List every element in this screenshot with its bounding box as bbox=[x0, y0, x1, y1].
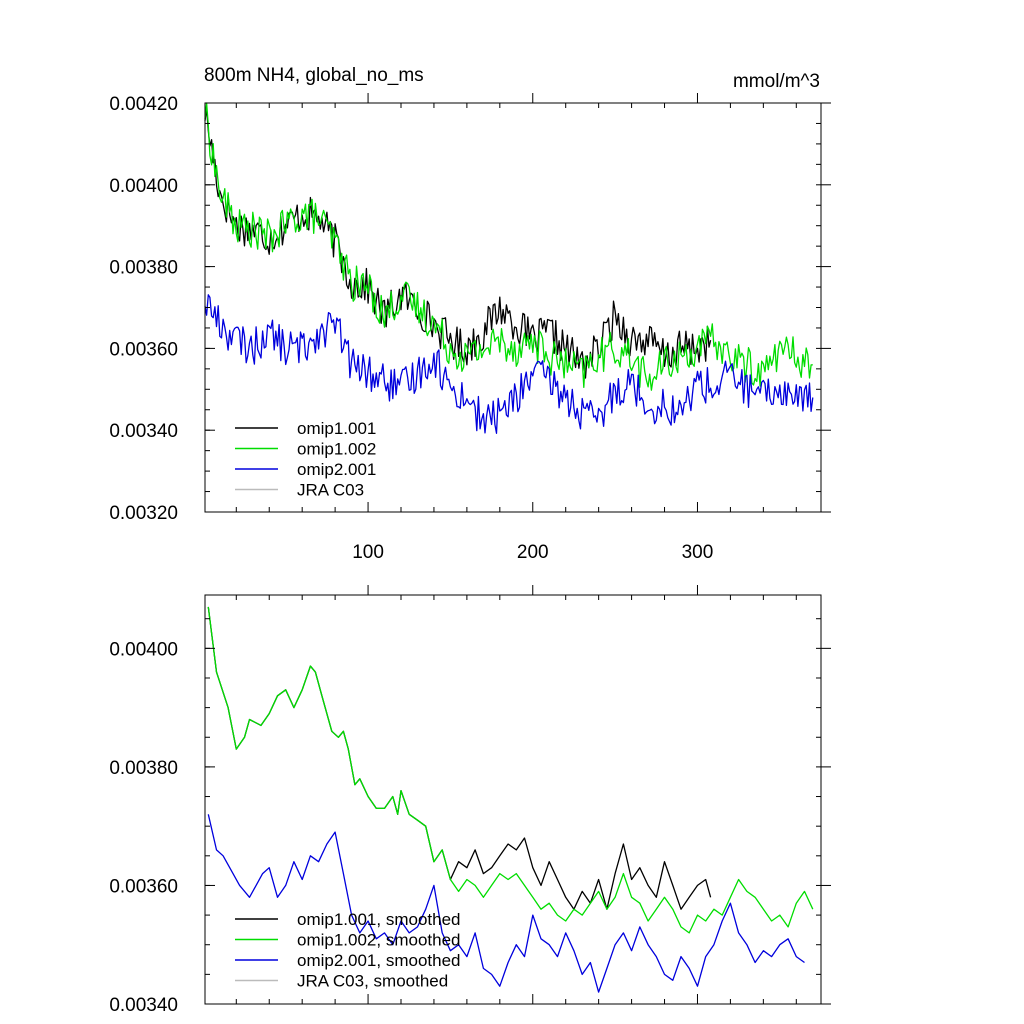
y-tick-label: 0.00340 bbox=[109, 995, 178, 1016]
top-panel: 800m NH4, global_no_ms mmol/m^3 0.003200… bbox=[109, 65, 831, 563]
units-label: mmol/m^3 bbox=[733, 71, 820, 92]
y-tick-label: 0.00400 bbox=[109, 639, 178, 660]
x-tick-label: 300 bbox=[682, 542, 714, 563]
y-tick-label: 0.00320 bbox=[109, 503, 178, 524]
series-line-omip1-001-smoothed bbox=[207, 606, 712, 910]
series-line-omip2-001-smoothed bbox=[207, 814, 805, 993]
legend: omip1.001, smoothed omip1.002, smoothedom… bbox=[235, 910, 461, 991]
bottom-panel: 0.00340 0.00360 0.00380 0.00400 omip1.001, … bbox=[109, 585, 831, 1016]
legend-label: omip2.001 bbox=[297, 460, 376, 479]
series-lines bbox=[204, 102, 814, 434]
x-tick-label: 100 bbox=[352, 542, 384, 563]
series-line-omip1-002 bbox=[204, 102, 813, 391]
series-line-omip1-002-smoothed bbox=[207, 606, 814, 934]
y-tick-label: 0.00380 bbox=[109, 258, 178, 279]
y-tick-label: 0.00360 bbox=[109, 339, 178, 360]
axes: 0.00320 0.00340 0.00360 0.00380 0.00400 0.004… bbox=[109, 93, 831, 563]
legend-label: omip1.001, smoothed bbox=[297, 910, 461, 929]
y-tick-label: 0.00400 bbox=[109, 176, 178, 197]
legend-label: omip2.001, smoothed bbox=[297, 951, 461, 970]
y-tick-label: 0.00380 bbox=[109, 758, 178, 779]
legend-label: JRA C03, smoothed bbox=[297, 972, 448, 991]
legend-label: JRA C03 bbox=[297, 481, 364, 500]
axes: 0.00340 0.00360 0.00380 0.00400 bbox=[109, 585, 831, 1016]
chart-title: 800m NH4, global_no_ms bbox=[204, 65, 424, 86]
x-tick-label: 200 bbox=[517, 542, 549, 563]
legend-label: omip1.002 bbox=[297, 440, 376, 459]
legend-label: omip1.001 bbox=[297, 419, 376, 438]
y-tick-label: 0.00360 bbox=[109, 876, 178, 897]
series-line-omip1-001 bbox=[204, 107, 712, 379]
y-tick-label: 0.00340 bbox=[109, 421, 178, 442]
plot-frame bbox=[204, 594, 822, 1005]
legend-label: omip1.002, smoothed bbox=[297, 931, 461, 950]
series-lines bbox=[207, 606, 814, 993]
series-line-omip2-001 bbox=[204, 294, 814, 434]
y-tick-label: 0.00420 bbox=[109, 94, 178, 115]
